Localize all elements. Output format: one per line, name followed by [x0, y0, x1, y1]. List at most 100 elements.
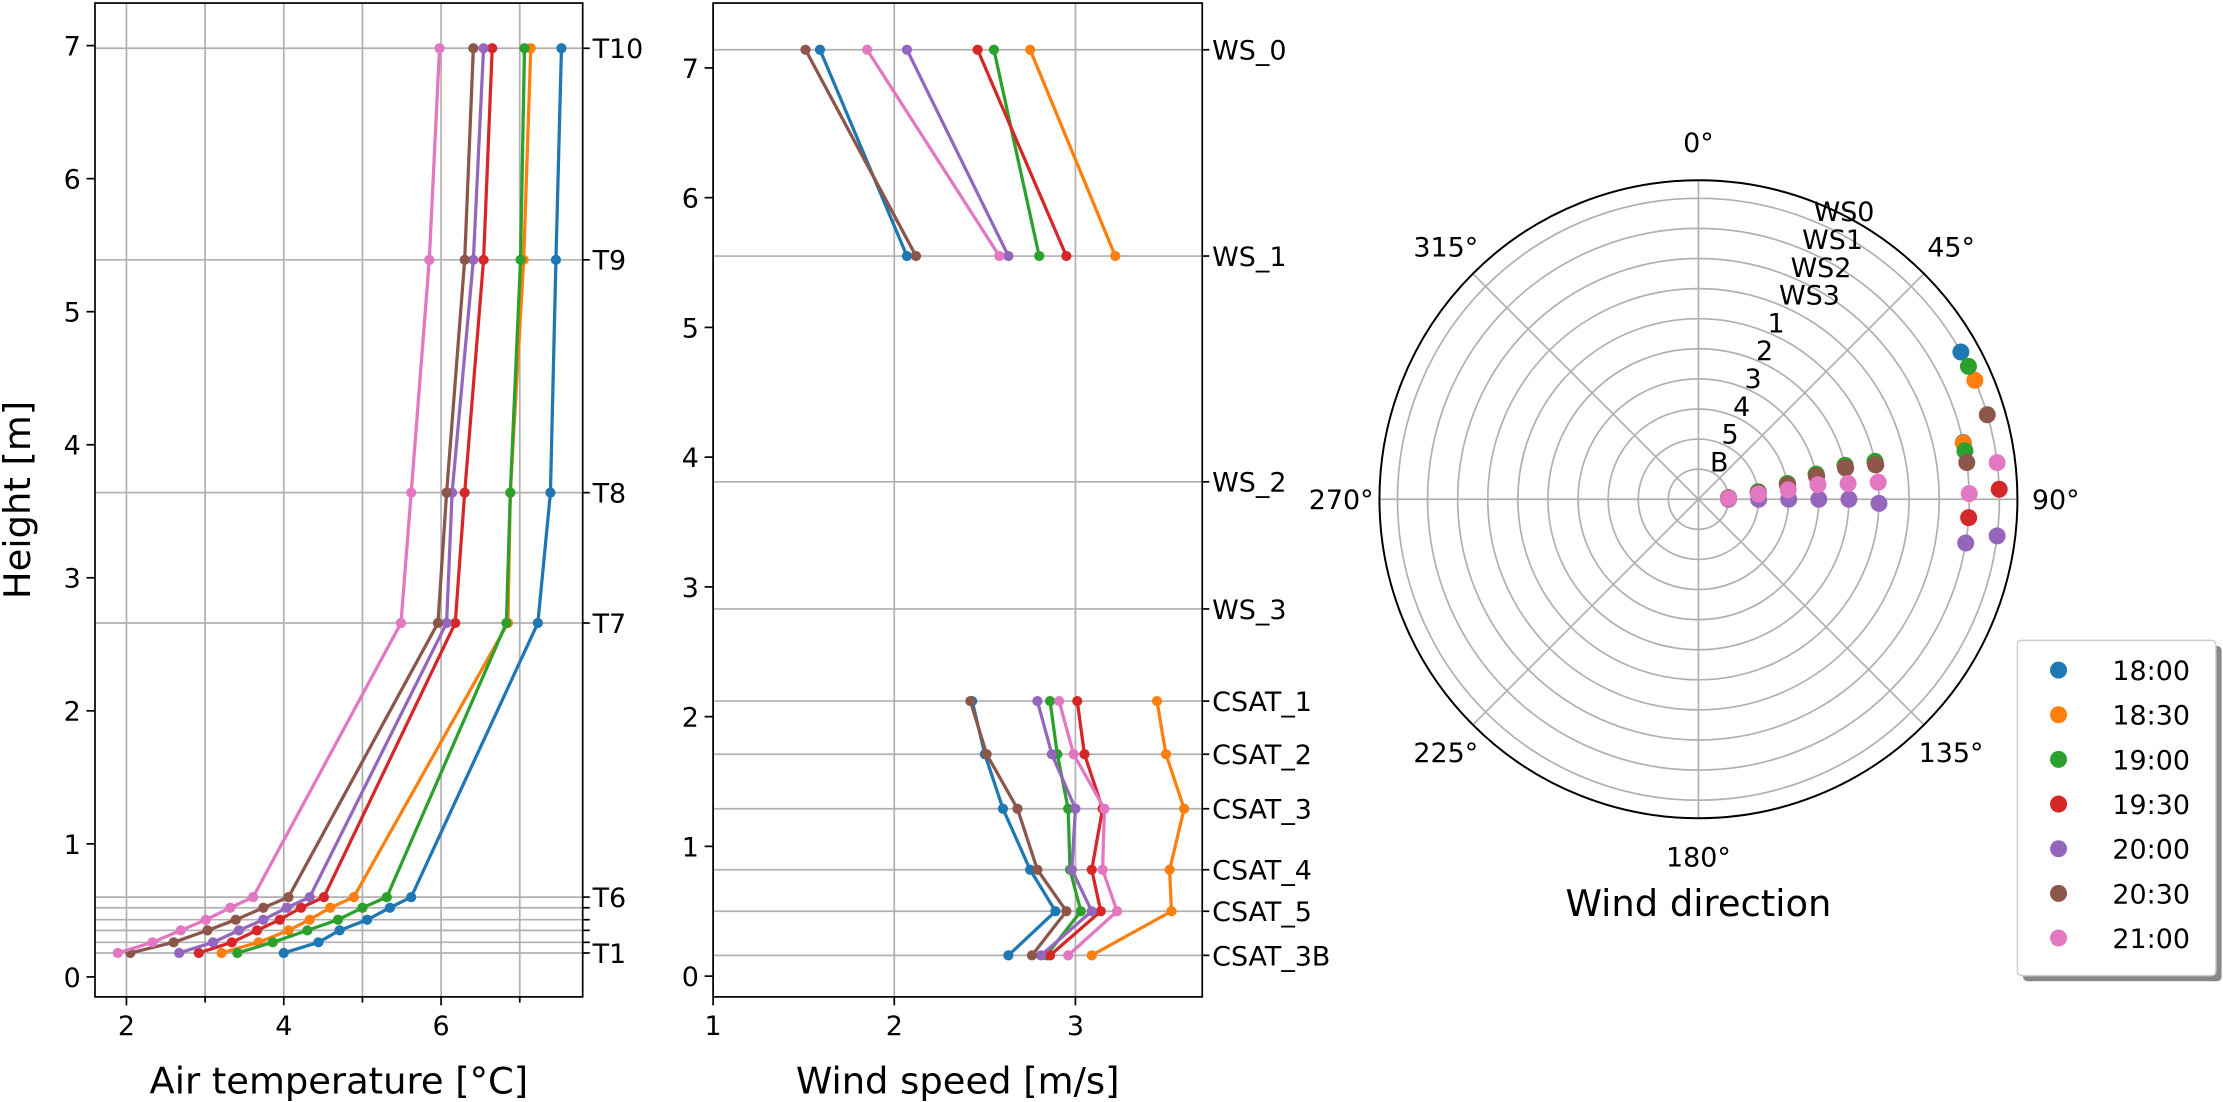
- y-tick-label: 3: [64, 564, 81, 595]
- point: [532, 617, 543, 629]
- point: [1032, 695, 1043, 707]
- sensor-label: CSAT_1: [1212, 687, 1312, 718]
- legend-label: 18:30: [2112, 701, 2190, 732]
- point: [814, 44, 826, 55]
- point: [1068, 749, 1079, 760]
- x-axis-label: Wind direction: [1565, 882, 1831, 925]
- point: [1952, 343, 1970, 361]
- point: [1960, 509, 1978, 527]
- point: [1003, 250, 1014, 262]
- point: [226, 937, 237, 948]
- theta-tick-label: 225°: [1413, 738, 1478, 769]
- r-grid-circle: [1396, 197, 2001, 802]
- point: [216, 947, 227, 959]
- series-line: [905, 49, 1094, 957]
- r-tick-label: 4: [1733, 392, 1750, 423]
- point: [1749, 485, 1767, 503]
- x-tick-label: 2: [118, 1011, 135, 1042]
- point: [283, 891, 294, 903]
- point: [1988, 527, 2006, 545]
- point: [1026, 950, 1038, 961]
- point: [545, 487, 556, 498]
- legend-label: 19:30: [2112, 790, 2190, 821]
- legend-marker: [2050, 706, 2068, 724]
- point: [1086, 864, 1097, 875]
- point: [997, 803, 1009, 814]
- point: [1966, 371, 1984, 389]
- point: [901, 44, 913, 55]
- point: [1869, 473, 1887, 491]
- x-axis-label: Air temperature [°C]: [150, 1059, 529, 1102]
- y-tick-label: 5: [682, 313, 699, 344]
- series-line: [283, 48, 564, 955]
- legend-marker: [2050, 884, 2068, 902]
- point: [1099, 803, 1110, 814]
- legend-label: 20:00: [2112, 835, 2190, 866]
- point: [1086, 906, 1097, 917]
- point: [1054, 695, 1065, 707]
- sensor-label: WS_0: [1212, 36, 1286, 67]
- sensor-label: CSAT_3B: [1212, 941, 1330, 972]
- series-line: [129, 48, 475, 955]
- point: [247, 891, 259, 903]
- point: [1095, 906, 1106, 917]
- point: [1050, 906, 1061, 917]
- point: [1179, 803, 1190, 814]
- point: [1063, 950, 1074, 961]
- point: [1810, 490, 1828, 508]
- point: [1097, 864, 1108, 875]
- point: [1166, 906, 1177, 917]
- r-tick-label: WS3: [1779, 281, 1840, 312]
- sensor-label: T8: [592, 479, 627, 510]
- legend-marker: [2050, 840, 2068, 858]
- point: [459, 487, 470, 498]
- sensor-label: WS_2: [1212, 468, 1286, 499]
- point: [1960, 485, 1978, 503]
- point: [972, 44, 983, 55]
- theta-tick-label: 270°: [1309, 485, 1374, 516]
- legend-label: 19:00: [2112, 745, 2190, 776]
- point: [304, 891, 315, 903]
- point: [1958, 453, 1976, 472]
- point: [1957, 534, 1975, 552]
- spoke: [1697, 498, 1925, 726]
- point: [325, 902, 336, 913]
- axes-frame: [712, 2, 1204, 998]
- point: [1003, 950, 1014, 961]
- y-tick-label: 0: [64, 963, 81, 994]
- series-line: [178, 48, 486, 955]
- point: [861, 44, 873, 55]
- point: [450, 617, 461, 629]
- x-axis-label: Wind speed [m/s]: [796, 1059, 1120, 1102]
- point: [258, 914, 269, 925]
- x-tick-label: 3: [1067, 1011, 1084, 1042]
- y-tick-label: 5: [64, 298, 81, 329]
- point: [441, 487, 452, 498]
- point: [233, 925, 245, 936]
- series-line: [992, 49, 1083, 957]
- axes-frame: [94, 2, 584, 998]
- point: [1720, 489, 1738, 507]
- point: [459, 254, 470, 265]
- point: [334, 925, 345, 936]
- r-tick-label: 3: [1745, 364, 1762, 395]
- sensor-label: WS_3: [1212, 595, 1286, 626]
- sensor-label: T7: [592, 609, 627, 640]
- point: [175, 925, 186, 936]
- point: [1075, 906, 1086, 917]
- point: [332, 914, 344, 925]
- point: [1070, 803, 1081, 814]
- point: [251, 925, 263, 936]
- point: [395, 617, 407, 629]
- series-line: [236, 48, 527, 955]
- x-tick-label: 1: [705, 1011, 722, 1042]
- point: [1840, 490, 1858, 508]
- y-tick-label: 6: [64, 165, 81, 196]
- point: [441, 617, 452, 629]
- series-line: [976, 49, 1105, 957]
- point: [505, 487, 516, 498]
- legend-marker: [2050, 795, 2068, 813]
- point: [1012, 803, 1023, 814]
- spoke: [1697, 273, 1925, 500]
